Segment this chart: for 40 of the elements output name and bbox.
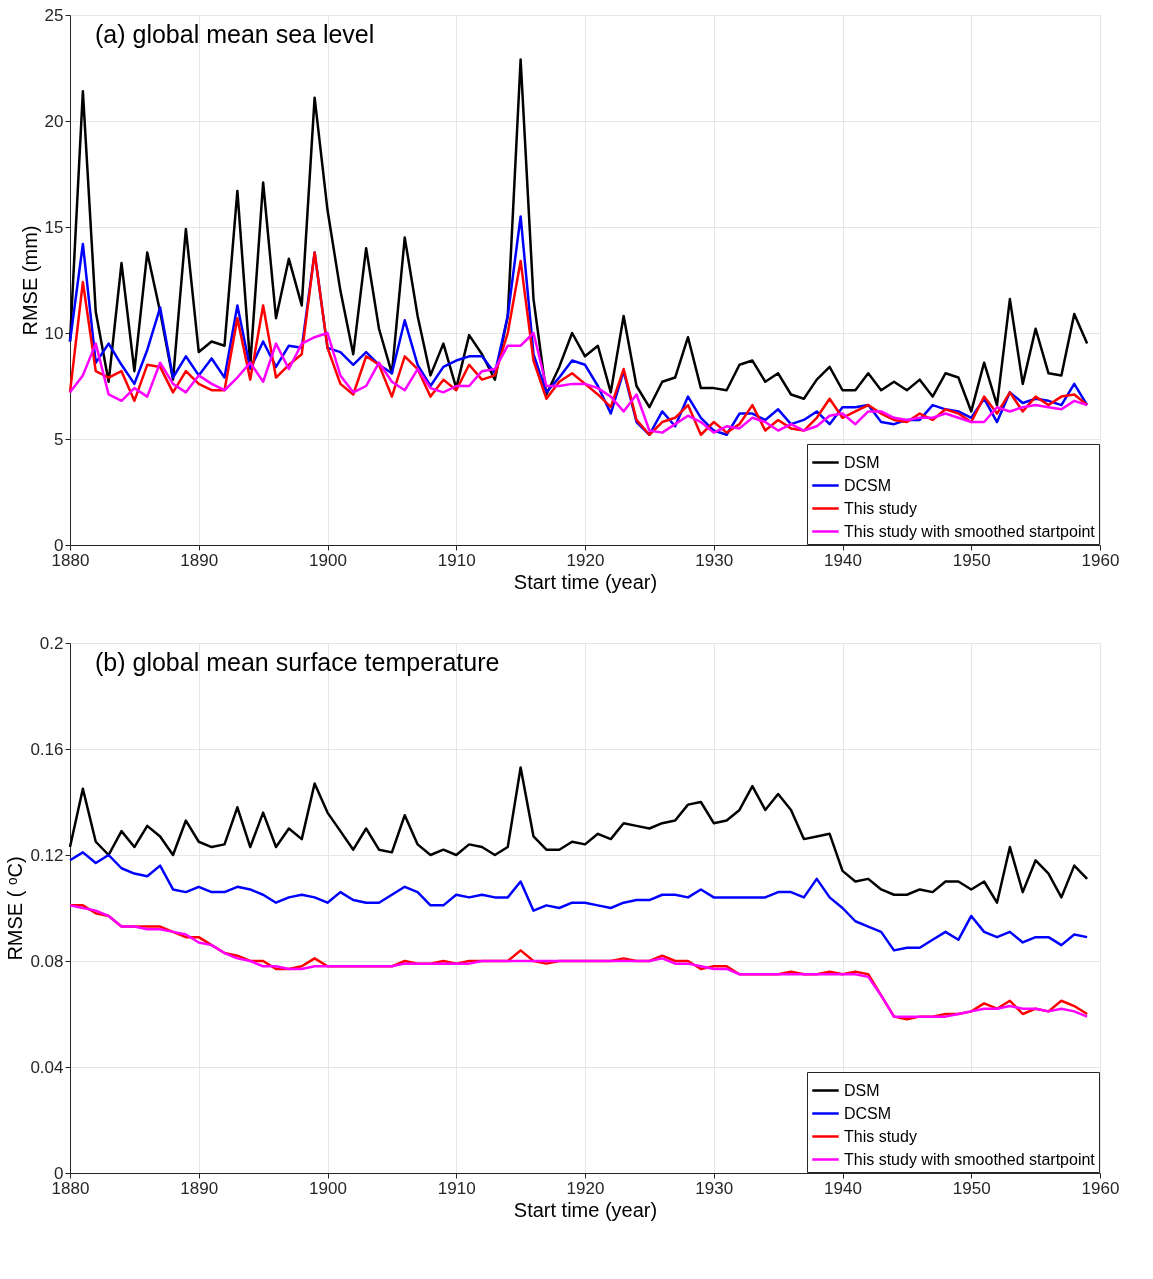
y-tick-label: 20	[44, 111, 64, 131]
y-tick-label: 10	[44, 323, 64, 343]
x-tick-label: 1950	[952, 1178, 991, 1198]
y-tick-label: 0.12	[30, 845, 64, 865]
legend-label: This study	[844, 499, 917, 517]
legend-label: DSM	[844, 1081, 880, 1099]
x-tick-label: 1900	[309, 550, 347, 570]
legend-label: This study	[844, 1127, 917, 1145]
y-axis-title: RMSE ( ᵒC)	[4, 856, 27, 961]
x-axis-title: Start time (year)	[513, 570, 658, 593]
x-tick-label: 1920	[566, 1178, 605, 1198]
y-tick-label: 5	[54, 429, 64, 449]
chart-title: (a) global mean sea level	[95, 20, 375, 48]
x-tick-label: 1900	[309, 1178, 347, 1198]
y-tick-label: 15	[44, 217, 64, 237]
y-axis-title: RMSE (mm)	[18, 225, 41, 336]
x-tick-label: 1940	[824, 550, 862, 570]
x-tick-label: 1940	[824, 1178, 862, 1198]
x-tick-label: 1950	[952, 550, 991, 570]
x-tick-label: 1920	[566, 550, 605, 570]
x-tick-label: 1960	[1081, 550, 1120, 570]
x-tick-label: 1930	[695, 550, 734, 570]
x-axis-title: Start time (year)	[513, 1198, 658, 1221]
legend-label: DCSM	[844, 1104, 892, 1122]
x-tick-label: 1910	[437, 550, 476, 570]
legend-label: DCSM	[844, 476, 892, 494]
x-tick-label: 1910	[437, 1178, 476, 1198]
y-tick-label: 0.2	[39, 633, 64, 653]
y-tick-label: 25	[44, 5, 64, 25]
y-tick-label: 0.04	[30, 1057, 64, 1077]
x-tick-label: 1890	[180, 550, 219, 570]
y-tick-label: 0.16	[30, 739, 64, 759]
x-tick-label: 1890	[180, 1178, 219, 1198]
y-tick-label: 0.08	[30, 951, 64, 971]
legend-label: This study with smoothed startpoint	[844, 1150, 1096, 1168]
chart-title: (b) global mean surface temperature	[95, 648, 500, 676]
legend-label: DSM	[844, 453, 880, 471]
x-tick-label: 1930	[695, 1178, 734, 1198]
legend-label: This study with smoothed startpoint	[844, 522, 1096, 540]
x-tick-label: 1960	[1081, 1178, 1120, 1198]
